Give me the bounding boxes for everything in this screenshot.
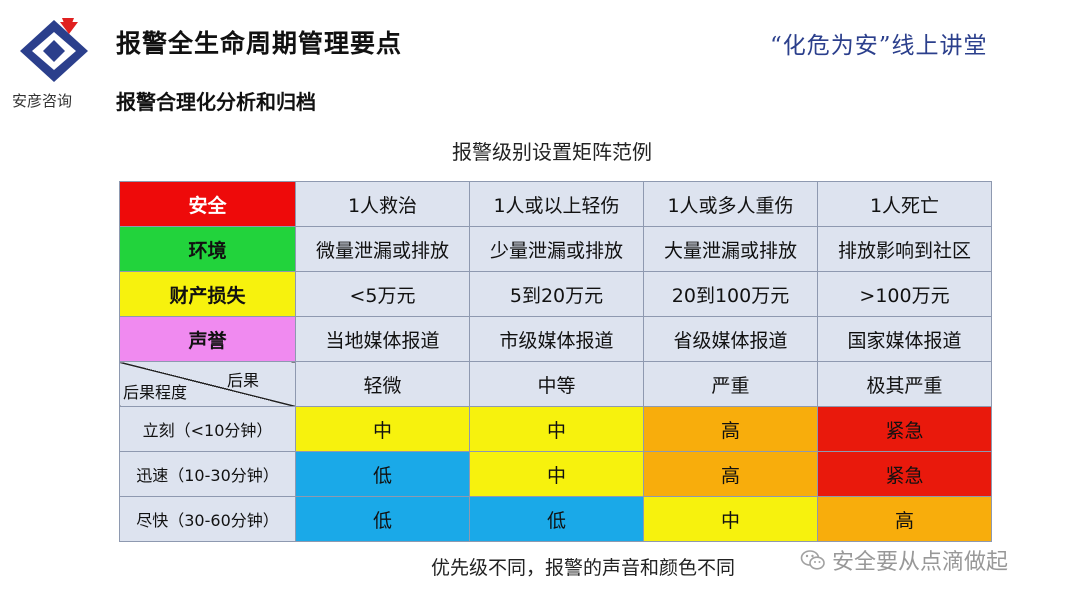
diag-label-consequence: 后果 bbox=[226, 371, 259, 390]
priority-row-rapid: 迅速（10-30分钟） 低 中 高 紧急 bbox=[119, 451, 992, 497]
urgency-label: 尽快（30-60分钟） bbox=[119, 496, 296, 542]
severity-label: 轻微 bbox=[295, 361, 470, 407]
severity-label: 极其严重 bbox=[817, 361, 992, 407]
page-subtitle: 报警合理化分析和归档 bbox=[116, 90, 316, 114]
matrix-caption: 报警级别设置矩阵范例 bbox=[452, 140, 652, 164]
company-name: 安彦咨询 bbox=[12, 92, 73, 110]
consequence-cell: 少量泄漏或排放 bbox=[469, 226, 644, 272]
consequence-cell: 1人或以上轻伤 bbox=[469, 181, 644, 227]
alarm-priority-matrix: 安全 1人救治 1人或以上轻伤 1人或多人重伤 1人死亡 环境 微量泄漏或排放 … bbox=[119, 181, 992, 542]
urgency-label: 立刻（<10分钟） bbox=[119, 406, 296, 452]
footer-note: 优先级不同，报警的声音和颜色不同 bbox=[431, 557, 736, 579]
page-title: 报警全生命周期管理要点 bbox=[116, 29, 403, 58]
consequence-cell: 1人死亡 bbox=[817, 181, 992, 227]
consequence-cell: 微量泄漏或排放 bbox=[295, 226, 470, 272]
watermark: 安全要从点滴做起 bbox=[800, 544, 1008, 576]
severity-header-row: 后果 后果程度 轻微 中等 严重 极其严重 bbox=[119, 361, 992, 407]
watermark-text: 安全要从点滴做起 bbox=[832, 550, 1009, 575]
priority-cell: 高 bbox=[817, 496, 992, 542]
priority-cell: 紧急 bbox=[817, 406, 992, 452]
consequence-cell: 5到20万元 bbox=[469, 271, 644, 317]
priority-cell: 中 bbox=[643, 496, 818, 542]
lecture-slogan: “化危为安”线上讲堂 bbox=[770, 33, 988, 59]
consequence-cell: 国家媒体报道 bbox=[817, 316, 992, 362]
consequence-cell: 排放影响到社区 bbox=[817, 226, 992, 272]
category-property-loss: 财产损失 bbox=[119, 271, 296, 317]
consequence-cell: 省级媒体报道 bbox=[643, 316, 818, 362]
consequence-cell: 大量泄漏或排放 bbox=[643, 226, 818, 272]
consequence-cell: >100万元 bbox=[817, 271, 992, 317]
consequence-row-environment: 环境 微量泄漏或排放 少量泄漏或排放 大量泄漏或排放 排放影响到社区 bbox=[119, 226, 992, 272]
priority-cell: 低 bbox=[295, 496, 470, 542]
consequence-cell: 20到100万元 bbox=[643, 271, 818, 317]
consequence-row-property: 财产损失 <5万元 5到20万元 20到100万元 >100万元 bbox=[119, 271, 992, 317]
priority-cell: 中 bbox=[469, 406, 644, 452]
priority-cell: 高 bbox=[643, 451, 818, 497]
severity-label: 中等 bbox=[469, 361, 644, 407]
diagonal-header-cell: 后果 后果程度 bbox=[119, 361, 296, 407]
category-reputation: 声誉 bbox=[119, 316, 296, 362]
consequence-cell: <5万元 bbox=[295, 271, 470, 317]
consequence-cell: 市级媒体报道 bbox=[469, 316, 644, 362]
priority-cell: 低 bbox=[469, 496, 644, 542]
category-environment: 环境 bbox=[119, 226, 296, 272]
consequence-cell: 当地媒体报道 bbox=[295, 316, 470, 362]
priority-row-immediate: 立刻（<10分钟） 中 中 高 紧急 bbox=[119, 406, 992, 452]
priority-cell: 紧急 bbox=[817, 451, 992, 497]
consequence-cell: 1人救治 bbox=[295, 181, 470, 227]
severity-label: 严重 bbox=[643, 361, 818, 407]
category-safety: 安全 bbox=[119, 181, 296, 227]
priority-cell: 中 bbox=[469, 451, 644, 497]
consequence-cell: 1人或多人重伤 bbox=[643, 181, 818, 227]
consequence-row-safety: 安全 1人救治 1人或以上轻伤 1人或多人重伤 1人死亡 bbox=[119, 181, 992, 227]
priority-cell: 中 bbox=[295, 406, 470, 452]
priority-cell: 低 bbox=[295, 451, 470, 497]
company-logo bbox=[20, 18, 88, 82]
wechat-icon bbox=[800, 550, 825, 570]
consequence-row-reputation: 声誉 当地媒体报道 市级媒体报道 省级媒体报道 国家媒体报道 bbox=[119, 316, 992, 362]
priority-cell: 高 bbox=[643, 406, 818, 452]
urgency-label: 迅速（10-30分钟） bbox=[119, 451, 296, 497]
priority-row-prompt: 尽快（30-60分钟） 低 低 中 高 bbox=[119, 496, 992, 542]
diag-label-severity: 后果程度 bbox=[123, 383, 188, 402]
